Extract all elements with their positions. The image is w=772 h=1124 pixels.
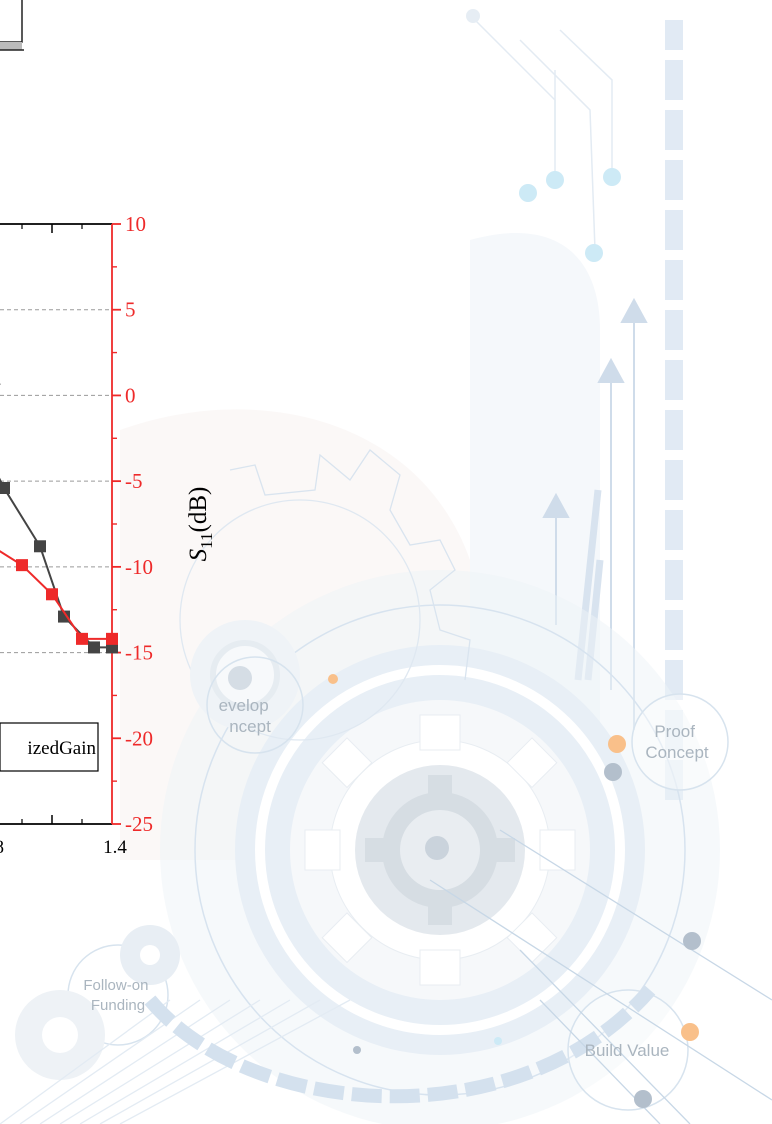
stage-circle-develop [206,656,304,754]
y2-tick-label: 5 [125,298,136,322]
stage-label-follow: Follow-on Funding [83,977,152,1014]
accent-dots [328,674,701,1108]
y2-tick-label: 0 [125,383,136,407]
right-axis-ticks: 10 5 0 -5 -10 -15 -20 -25 [112,212,153,836]
series-0-marker [58,610,70,623]
series-group [0,383,118,654]
right-axis-title: S11(dB) [185,487,216,562]
stage-circle-proof [631,693,729,791]
series-line-0 [0,383,112,649]
top-box-edge [0,0,23,43]
series-0-marker [0,482,11,494]
series-1-marker [16,559,28,572]
small-gear-develop [190,620,300,730]
background-illustration: evelop ncept Proof Concept Follow-on Fun… [0,9,772,1124]
x-tick-label-partial: 8 [0,837,4,858]
series-0-marker [88,641,100,654]
y2-tick-label: -20 [125,726,153,750]
gear-outline-circle [179,499,421,741]
stage-circle-build [567,989,689,1111]
chart: 10 5 0 -5 -10 -15 -20 -25 izedGain 8 1.4 S11(dB… [0,0,216,858]
y2-tick-label: -25 [125,812,153,836]
y2-tick-label: -10 [125,555,153,579]
series-1-marker [106,632,118,645]
legend-box [0,722,99,772]
series-1-marker [46,588,58,601]
dashed-vertical-bar [665,20,683,800]
gear-outline [229,449,471,681]
y2-tick-label: -5 [125,469,143,493]
stage-labels: evelop ncept Proof Concept Follow-on Fun… [83,696,709,1060]
series-0-marker [34,540,46,553]
x-axis-ticks [21,224,83,824]
top-box-shadow [0,42,22,50]
y2-tick-label: 10 [125,212,146,236]
stage-label-develop: evelop ncept [219,696,274,736]
dashed-arc [144,985,656,1104]
stage-label-proof: Proof Concept [645,722,709,762]
y2-tick-label: -15 [125,641,153,665]
small-gear-bottom-left [15,925,180,1080]
circuit-dots [466,9,621,262]
x-tick-label-1-4: 1.4 [103,837,127,858]
series-1-marker [76,632,88,645]
legend-entry: izedGain [27,738,96,759]
diagonal-stripes [0,999,351,1124]
big-gear [160,570,720,1124]
circuit-lines [474,19,613,251]
stage-label-build: Build Value [585,1041,670,1060]
